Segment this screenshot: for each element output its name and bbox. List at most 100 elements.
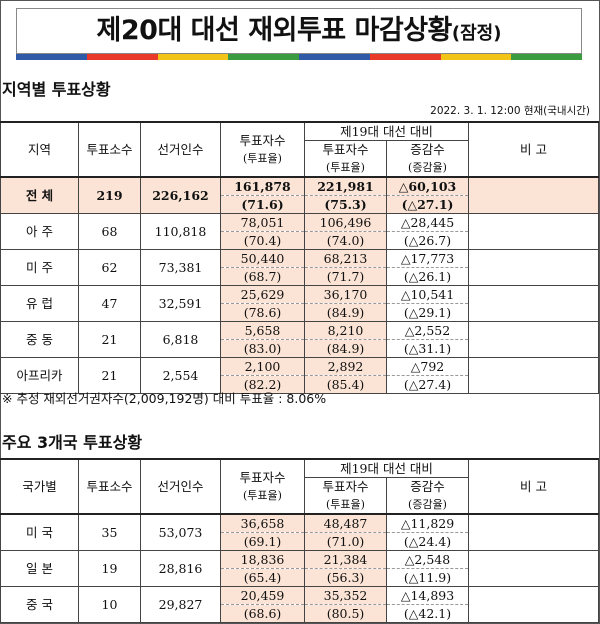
row-voters: 78,051 [220, 213, 305, 232]
row-electors: 226,162 [140, 176, 221, 214]
table-row: 아프리카 21 2,554 2,100 2,892 △792 [0, 357, 600, 394]
table-row: 미 주 62 73,381 50,440 68,213 △17,773 [0, 249, 600, 286]
row-stations: 219 [78, 176, 141, 214]
header-prev-voters: 투표자수 (투표율) [304, 477, 387, 515]
country-table: 국가별 투표소수 선거인수 투표자수 (투표율) 제19대 대선 대비 비 고 투… [0, 458, 600, 623]
row-stations: 68 [78, 213, 141, 250]
table-row-sub: (65.4) (56.3) (△11.9) [1, 568, 599, 587]
row-rate: (65.4) [220, 568, 305, 587]
row-note [468, 550, 600, 587]
row-stations: 10 [78, 586, 141, 623]
footnote: ※ 추정 재외선거권자수(2,009,192명) 대비 투표율 : 8.06% [2, 391, 327, 406]
row-electors: 29,827 [140, 586, 221, 623]
row-voters: 2,100 [220, 357, 305, 376]
row-name: 전 체 [0, 176, 79, 214]
stripe-segment [299, 54, 370, 60]
table-row-sub: (68.7) (71.7) (△26.1) [1, 267, 599, 286]
row-stations: 47 [78, 285, 141, 322]
row-name: 중 국 [0, 586, 79, 623]
row-note [468, 213, 600, 250]
header-diff-label: 증감수 [410, 479, 445, 494]
row-prev-rate: (84.9) [304, 303, 387, 322]
row-stations: 62 [78, 249, 141, 286]
stripe-segment [440, 54, 512, 60]
row-electors: 2,554 [140, 357, 221, 394]
page-title: 제20대 대선 재외투표 마감상황 [96, 15, 453, 46]
row-name: 미 주 [0, 249, 79, 286]
row-diff-rate: (△27.4) [385, 375, 470, 394]
header-note: 비 고 [468, 458, 600, 515]
row-diff: △792 [385, 357, 470, 376]
header-region: 국가별 [0, 458, 79, 515]
header-prev-voters-label: 투표자수 [322, 142, 369, 157]
header-prev-voters: 투표자수 (투표율) [304, 140, 387, 178]
row-note [468, 321, 600, 358]
row-prev-voters: 36,170 [304, 285, 387, 304]
row-rate: (71.6) [220, 195, 305, 214]
header-group: 제19대 대선 대비 [303, 458, 470, 478]
row-rate: (83.0) [220, 339, 305, 358]
header-voters: 투표자수 (투표율) [220, 458, 305, 515]
row-voters: 5,658 [220, 321, 305, 340]
row-voters: 20,459 [220, 586, 305, 605]
row-rate: (68.6) [220, 604, 305, 623]
row-voters: 25,629 [220, 285, 305, 304]
table-row-sub: (68.6) (80.5) (△42.1) [1, 604, 599, 623]
row-prev-voters: 106,496 [304, 213, 387, 232]
row-name: 일 본 [0, 550, 79, 587]
row-note [468, 586, 600, 623]
row-prev-rate: (85.4) [304, 375, 387, 394]
row-prev-voters: 68,213 [304, 249, 387, 268]
row-electors: 32,591 [140, 285, 221, 322]
row-prev-voters: 221,981 [304, 176, 387, 196]
row-prev-rate: (71.0) [304, 532, 387, 551]
header-prev-rate-label: (투표율) [326, 161, 365, 174]
header-voters-label: 투표자수 [239, 133, 286, 148]
header-region: 지역 [0, 121, 79, 178]
row-diff-rate: (△42.1) [385, 604, 470, 623]
stripe-segment [86, 54, 158, 60]
row-diff-rate: (△24.4) [385, 532, 470, 551]
row-prev-rate: (71.7) [304, 267, 387, 286]
row-stations: 19 [78, 550, 141, 587]
row-prev-voters: 48,487 [304, 513, 387, 533]
row-electors: 53,073 [140, 513, 221, 551]
header-voters: 투표자수 (투표율) [220, 121, 305, 178]
row-note [468, 285, 600, 322]
header-voters-label: 투표자수 [239, 470, 286, 485]
header-diff-rate-label: (증감율) [408, 161, 447, 174]
row-voters: 18,836 [220, 550, 305, 569]
row-electors: 28,816 [140, 550, 221, 587]
stripe-segment [157, 54, 229, 60]
row-prev-rate: (84.9) [304, 339, 387, 358]
table-row: 중 동 21 6,818 5,658 8,210 △2,552 [0, 321, 600, 358]
row-stations: 35 [78, 513, 141, 551]
header-stations: 투표소수 [78, 121, 141, 178]
row-name: 미 국 [0, 513, 79, 551]
row-stations: 21 [78, 321, 141, 358]
row-prev-rate: (75.3) [304, 195, 387, 214]
header-group: 제19대 대선 대비 [303, 121, 470, 141]
row-diff-rate: (△26.7) [385, 231, 470, 250]
row-prev-voters: 35,352 [304, 586, 387, 605]
row-electors: 6,818 [140, 321, 221, 358]
row-diff: △60,103 [385, 176, 470, 196]
row-diff: △10,541 [385, 285, 470, 304]
table-row-sub: (78.6) (84.9) (△29.1) [1, 303, 599, 322]
row-diff-rate: (△26.1) [385, 267, 470, 286]
table-row-sub: (71.6) (75.3) (△27.1) [1, 195, 599, 214]
row-prev-voters: 8,210 [304, 321, 387, 340]
row-diff: △28,445 [385, 213, 470, 232]
header-diff: 증감수 (증감율) [385, 140, 470, 178]
stripe-segment [511, 54, 582, 60]
table-row-sub: (83.0) (84.9) (△31.1) [1, 339, 599, 358]
row-prev-rate: (80.5) [304, 604, 387, 623]
row-prev-voters: 21,384 [304, 550, 387, 569]
row-note [468, 357, 600, 394]
header-note: 비 고 [468, 121, 600, 178]
header-rate-label: (투표율) [243, 489, 282, 502]
title-box: 제20대 대선 재외투표 마감상황(잠정) [16, 8, 582, 54]
table-row-sub: (82.2) (85.4) (△27.4) [1, 375, 599, 394]
row-voters: 36,658 [220, 513, 305, 533]
table-row: 전 체 219 226,162 161,878 221,981 △60,103 [0, 176, 600, 214]
